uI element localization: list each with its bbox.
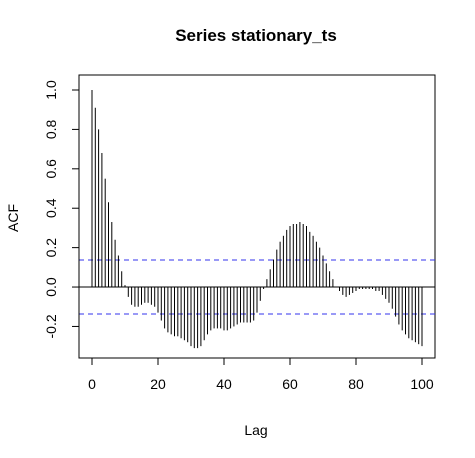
x-tick-label-0: 0: [88, 376, 96, 392]
y-tick-label-0: -0.2: [43, 314, 59, 338]
y-tick-label-5: 0.8: [43, 119, 59, 139]
y-tick-label-1: 0.0: [43, 277, 59, 297]
y-tick-label-4: 0.6: [43, 159, 59, 179]
x-tick-label-60: 60: [282, 376, 298, 392]
acf-bars-layer: [91, 90, 423, 349]
x-axis-label: Lag: [244, 422, 267, 438]
x-tick-label-40: 40: [216, 376, 232, 392]
y-tick-label-2: 0.2: [43, 238, 59, 258]
y-axis-label: ACF: [5, 204, 21, 232]
x-tick-label-80: 80: [348, 376, 364, 392]
x-tick-label-20: 20: [150, 376, 166, 392]
chart-title: Series stationary_ts: [175, 26, 337, 45]
y-axis: -0.2 0.0 0.2 0.4 0.6 0.8 1.0: [43, 80, 80, 339]
x-tick-label-100: 100: [410, 376, 434, 392]
y-tick-label-6: 1.0: [43, 80, 59, 100]
y-tick-label-3: 0.4: [43, 198, 59, 218]
plot-frame: [78, 74, 436, 359]
x-axis: 0 20 40 60 80 100: [88, 357, 434, 392]
